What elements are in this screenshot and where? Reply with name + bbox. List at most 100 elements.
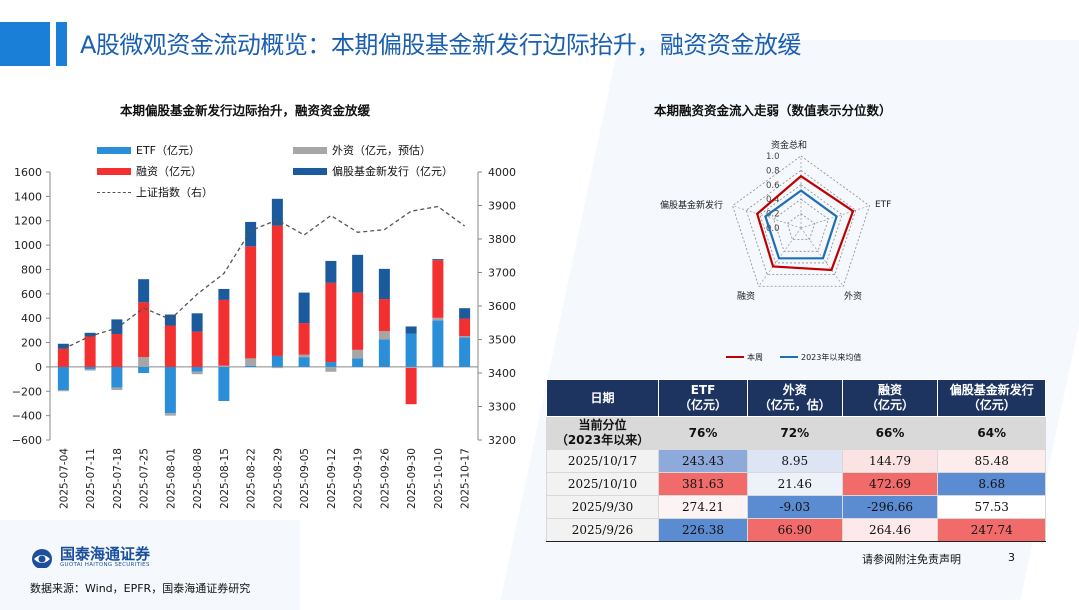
pct-label-line: （2023年以来） [555,433,650,447]
table-cell: 226.38 [658,518,748,542]
legend-index: 上证指数（右） [97,184,213,200]
legend-margin: 融资（亿元） [97,163,202,179]
table-cell-date: 2025/9/30 [545,495,660,519]
x-tick-label: 2025-07-18 [112,448,124,509]
table-row-percentile: 当前分位 （2023年以来） 76% 72% 66% 64% [545,416,1046,450]
bar-margin [191,331,203,367]
bar-fund [298,292,310,324]
bar-foreign [352,349,364,359]
radar-tick-label: 1.0 [766,152,780,162]
y-tick-label: 400 [21,312,42,325]
header-line: （亿元） [866,398,915,412]
bar-etf [432,320,444,367]
x-tick-label: 2025-09-12 [326,448,338,509]
y2-tick-label: 3500 [488,334,516,347]
table-header-cell: 偏股基金新发行 （亿元） [937,379,1046,417]
bar-margin [298,323,310,355]
x-tick-label: 2025-09-05 [299,448,311,509]
y2-tick-label: 3300 [488,401,516,414]
bar-margin [432,260,444,318]
bar-etf [111,366,123,388]
radar-tick-label: 0.2 [766,210,780,220]
table-cell: 381.63 [658,472,748,496]
bar-fund [191,313,203,332]
bar-margin [164,325,176,367]
radar-axis-label: 融资 [737,291,755,302]
x-tick-label: 2025-08-29 [272,448,284,509]
legend-label: 融资（亿元） [136,165,202,178]
x-tick-label: 2025-08-08 [192,448,204,509]
x-tick-label: 2025-10-10 [433,448,445,509]
table-cell: 264.46 [841,518,939,542]
bar-etf [352,358,364,367]
table-cell: 66% [841,416,939,450]
legend-fund: 偏股基金新发行（亿元） [293,163,453,179]
bar-etf [84,366,96,370]
bar-foreign [459,336,471,338]
bar-fund [432,259,444,261]
radar-tick-label: 0.8 [766,166,780,176]
header-line: 偏股基金新发行 [949,383,1034,397]
y2-tick-label: 3900 [488,200,516,213]
header-line: （亿元） [678,398,727,412]
header-line: 融资 [878,383,903,397]
y-tick-label: −400 [12,410,42,423]
bar-etf [245,365,257,367]
table-cell: 21.46 [746,472,843,496]
legend-label: 外资（亿元，预估） [332,144,431,157]
bar-fund [138,279,150,303]
legend-swatch [293,146,327,154]
table-cell: 274.21 [658,495,748,519]
x-tick-label: 2025-08-01 [165,448,177,509]
bar-margin [459,318,471,337]
bar-foreign [245,358,257,366]
table-header-cell: 日期 [545,379,660,417]
bar-fund [111,319,123,335]
radar-grid [732,155,870,287]
header-line: 外资 [782,383,807,397]
bar-foreign [218,365,230,367]
logo-icon [32,548,52,568]
bar-margin [84,336,96,367]
table-cell: 243.43 [658,449,748,473]
x-tick-label: 2025-07-25 [139,448,151,509]
radar-legend-label: 2023年以来均值 [801,352,861,362]
bar-fund [245,221,257,247]
legend-swatch [293,167,327,175]
table-row: 2025/9/30 274.21 -9.03 -296.66 57.53 [545,495,1046,519]
line-index [63,205,466,350]
bar-chart: 1600 1400 1200 1000 800 600 400 200 0 −200 −400 −60… [12,166,516,509]
bar-etf [378,339,390,367]
bar-foreign [164,413,176,416]
disclaimer-link[interactable]: 请参阅附注免责声明 [862,553,961,566]
x-tick-label: 2025-07-11 [85,448,97,509]
bar-margin [245,246,257,359]
radar-legend-label: 本周 [747,352,763,362]
radar-axis-label: ETF [875,200,891,210]
y2-tick-label: 3600 [488,300,516,313]
bar-etf [298,357,310,367]
data-source: 数据来源：Wind，EPFR，国泰海通证券研究 [30,582,251,595]
bar-margin [111,334,123,367]
table-cell: 当前分位 （2023年以来） [545,416,660,450]
pct-label-line: 当前分位 [578,418,627,432]
bar-fund [325,260,337,283]
y-tick-label: 0 [35,361,42,374]
bar-etf [271,355,283,367]
bar-foreign [111,387,123,391]
bar-etf [218,366,230,402]
table-cell: 8.95 [746,449,843,473]
right-chart-title: 本期融资资金流入走弱（数值表示分位数） [654,103,892,118]
bar-fund [84,332,96,337]
radar-axis-label: 偏股基金新发行 [660,199,723,211]
legend-etf: ETF（亿元） [97,142,200,158]
table-cell: -296.66 [841,495,939,519]
x-tick-label: 2025-07-04 [58,448,70,509]
data-table: 日期 ETF （亿元） 外资 （亿元，估） 融资 （亿元） 偏股基金新发行 （亿元） 当… [545,379,1046,542]
table-row: 2025/9/26 226.38 66.90 264.46 247.74 [545,518,1046,542]
x-tick-label: 2025-09-26 [379,448,391,509]
bar-fund [405,326,417,334]
table-cell-date: 2025/9/26 [545,518,660,542]
bar-foreign [325,366,337,372]
radar-series-current [755,174,855,272]
